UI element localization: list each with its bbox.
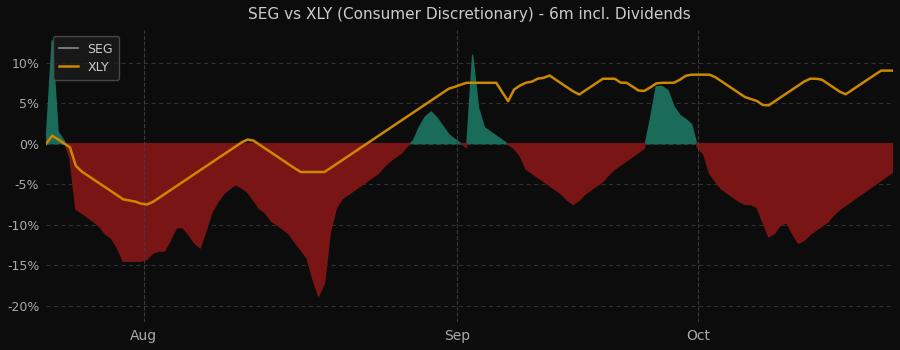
Title: SEG vs XLY (Consumer Discretionary) - 6m incl. Dividends: SEG vs XLY (Consumer Discretionary) - 6m… <box>248 7 691 22</box>
Legend: SEG, XLY: SEG, XLY <box>52 36 120 80</box>
